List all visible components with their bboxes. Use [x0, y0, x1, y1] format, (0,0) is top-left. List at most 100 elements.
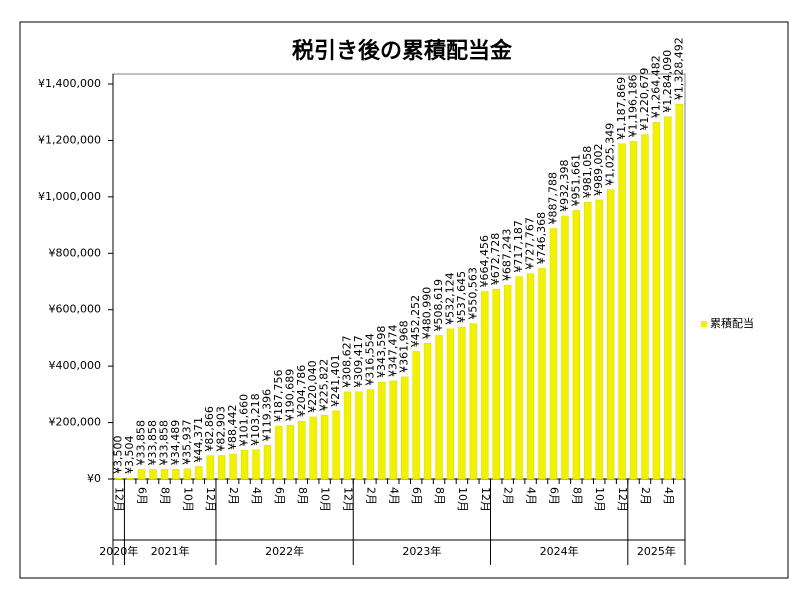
bar — [378, 381, 386, 480]
y-tick-label: ¥800,000 — [49, 246, 102, 259]
value-label: ¥187,756 — [272, 370, 285, 423]
legend-label: 累積配当 — [710, 316, 754, 330]
bar — [183, 468, 192, 480]
value-label: ¥190,689 — [283, 369, 296, 422]
bar — [149, 469, 157, 480]
value-label: ¥887,788 — [546, 172, 559, 225]
x-tick-label: 2月 — [502, 487, 515, 505]
bar — [286, 424, 295, 480]
bar — [229, 453, 237, 480]
value-label: ¥33,858 — [146, 420, 159, 466]
value-label: ¥508,619 — [432, 279, 445, 332]
value-label: ¥316,554 — [363, 333, 376, 386]
value-label: ¥664,456 — [478, 235, 491, 288]
value-label: ¥101,660 — [238, 394, 251, 447]
bar — [172, 469, 180, 480]
bar — [561, 215, 569, 480]
bar — [412, 351, 420, 480]
bar — [206, 455, 214, 480]
year-label: 2023年 — [402, 544, 441, 558]
x-tick-label: 10月 — [456, 487, 469, 512]
value-label: ¥687,243 — [501, 229, 514, 282]
y-tick-label: ¥0 — [87, 472, 101, 485]
value-label: ¥452,252 — [409, 295, 422, 348]
value-label: ¥44,371 — [192, 417, 205, 463]
value-label: ¥672,728 — [489, 233, 502, 286]
y-tick-label: ¥1,000,000 — [38, 190, 101, 203]
year-label: 2022年 — [265, 544, 304, 558]
value-label: ¥951,661 — [569, 154, 582, 207]
value-label: ¥103,218 — [249, 393, 262, 446]
value-label: ¥34,489 — [169, 420, 182, 466]
value-label: ¥82,903 — [215, 406, 228, 452]
x-tick-label: 6月 — [273, 487, 286, 505]
x-tick-label: 10月 — [319, 487, 332, 512]
value-label: ¥220,040 — [306, 360, 319, 413]
bar — [446, 328, 455, 480]
value-label: ¥308,627 — [341, 335, 354, 388]
value-label: ¥981,058 — [581, 146, 594, 199]
x-tick-label: 12月 — [616, 487, 629, 512]
x-tick-label: 6月 — [136, 487, 149, 505]
bar — [126, 477, 134, 480]
value-label: ¥1,328,492 — [672, 37, 685, 100]
value-label: ¥241,401 — [329, 354, 342, 407]
bar — [343, 391, 352, 480]
value-label: ¥225,822 — [318, 359, 331, 412]
bar — [366, 389, 375, 480]
bar — [538, 268, 546, 480]
year-label: 2024年 — [540, 544, 579, 558]
x-tick-label: 6月 — [410, 487, 423, 505]
value-label: ¥88,442 — [226, 405, 239, 451]
x-tick-label: 4月 — [387, 487, 400, 505]
x-tick-label: 4月 — [250, 487, 263, 505]
bar — [469, 323, 478, 480]
x-tick-label: 12月 — [479, 487, 492, 512]
bar — [275, 425, 283, 480]
legend-swatch — [701, 321, 707, 327]
bar — [526, 273, 535, 480]
value-label: ¥537,645 — [455, 271, 468, 324]
bar — [320, 415, 329, 480]
bar — [572, 210, 581, 480]
x-tick-label: 2月 — [364, 487, 377, 505]
value-label: ¥82,866 — [203, 406, 216, 452]
value-label: ¥309,417 — [352, 335, 365, 388]
x-tick-label: 12月 — [342, 487, 355, 512]
value-label: ¥33,858 — [135, 420, 148, 466]
value-label: ¥1,220,679 — [638, 68, 651, 131]
value-label: ¥343,598 — [375, 326, 388, 379]
value-label: ¥347,474 — [386, 324, 399, 377]
value-label: ¥989,002 — [592, 143, 605, 196]
bar — [332, 410, 340, 480]
value-label: ¥119,396 — [260, 389, 273, 442]
value-label: ¥717,187 — [512, 220, 525, 273]
value-label: ¥1,025,349 — [604, 123, 617, 186]
bar — [515, 276, 523, 480]
value-label: ¥204,786 — [295, 365, 308, 418]
value-label: ¥932,398 — [558, 159, 571, 212]
bar — [137, 469, 146, 480]
bar — [401, 376, 409, 480]
x-tick-label: 8月 — [158, 487, 171, 505]
bar — [595, 199, 603, 480]
bar — [606, 189, 615, 480]
x-tick-label: 2月 — [639, 487, 652, 505]
y-tick-label: ¥1,400,000 — [38, 77, 101, 90]
value-label: ¥550,563 — [466, 267, 479, 320]
y-tick-label: ¥600,000 — [49, 303, 102, 316]
value-label: ¥480,990 — [421, 287, 434, 340]
value-label: ¥727,767 — [524, 217, 537, 270]
bar — [458, 327, 466, 480]
value-label: ¥1,264,482 — [649, 55, 662, 118]
bar — [217, 455, 226, 480]
x-tick-label: 12月 — [204, 487, 217, 512]
x-tick-label: 8月 — [296, 487, 309, 505]
x-tick-label: 4月 — [662, 487, 675, 505]
bar — [423, 343, 432, 480]
bar — [675, 103, 683, 480]
bar — [641, 134, 649, 480]
bar — [492, 288, 500, 480]
bar — [664, 116, 672, 480]
bar — [618, 143, 626, 480]
